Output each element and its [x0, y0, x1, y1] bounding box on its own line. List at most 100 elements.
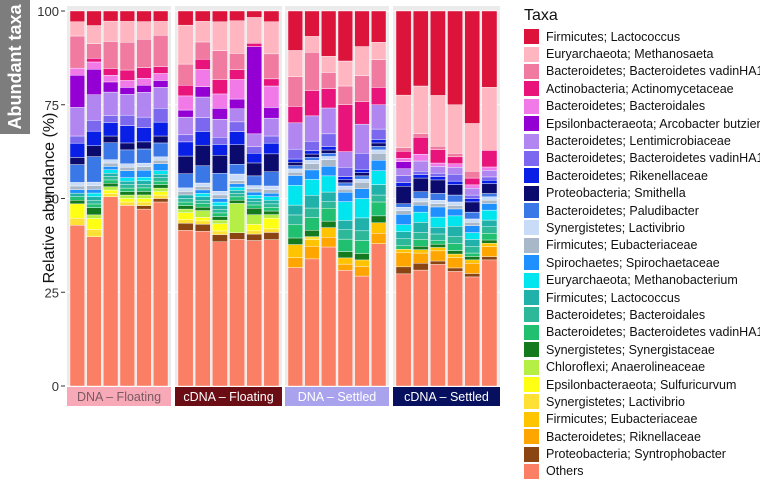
- bar-segment: [337, 220, 353, 230]
- bar-segment: [263, 207, 280, 212]
- bar-segment: [103, 74, 119, 83]
- bar-segment: [354, 172, 370, 177]
- bar-segment: [337, 185, 353, 190]
- bar-segment: [412, 205, 429, 213]
- bar-segment: [119, 191, 135, 196]
- bar-segment: [263, 107, 280, 119]
- bar-segment: [136, 184, 152, 189]
- bar-segment: [412, 177, 429, 192]
- bar-segment: [103, 176, 119, 181]
- bar-segment: [86, 203, 102, 208]
- bar-segment: [447, 104, 463, 154]
- facet-strip-label: DNA – Floating: [77, 390, 161, 404]
- bar-segment: [119, 205, 135, 387]
- bar-segment: [69, 142, 85, 158]
- bar-segment: [263, 142, 280, 155]
- bar-segment: [395, 214, 412, 225]
- bar-segment: [153, 80, 169, 88]
- bar-segment: [371, 201, 387, 217]
- bar-segment: [177, 85, 194, 97]
- bar-segment: [246, 185, 263, 190]
- bar-segment: [395, 245, 412, 250]
- bar-segment: [246, 153, 263, 164]
- bar-segment: [464, 252, 481, 257]
- bar-segment: [86, 25, 102, 44]
- legend-label: Firmicutes; Lactococcus: [546, 290, 681, 305]
- bar-segment: [194, 210, 211, 218]
- bar-segment: [229, 10, 245, 21]
- bar-segment: [136, 21, 152, 40]
- bar-segment: [153, 163, 169, 171]
- bar-segment: [395, 249, 412, 254]
- bar-segment: [354, 188, 370, 199]
- legend-swatch: [524, 81, 539, 97]
- bar-segment: [337, 10, 353, 62]
- bar-segment: [153, 66, 169, 74]
- bar-segment: [395, 175, 412, 183]
- bar-segment: [246, 233, 263, 241]
- bar-segment: [464, 198, 481, 203]
- bar-segment: [212, 194, 228, 199]
- bar-segment: [212, 201, 228, 206]
- legend-item: Firmicutes; Lactococcus: [518, 289, 758, 306]
- bar-segment: [304, 141, 320, 152]
- legend-label: Firmicutes; Lactococcus: [546, 29, 681, 44]
- bar-segment: [412, 211, 429, 223]
- bar-segment: [464, 256, 481, 261]
- bar-segment: [321, 201, 337, 209]
- bar-segment: [229, 173, 245, 181]
- bar-segment: [337, 192, 353, 202]
- bar-segment: [69, 200, 85, 205]
- bar-segment: [430, 162, 446, 167]
- bar-segment: [287, 148, 303, 160]
- bar-segment: [263, 189, 280, 194]
- bar-segment: [246, 43, 263, 47]
- bar-segment: [229, 193, 245, 198]
- legend-label: Actinobacteria; Actinomycetaceae: [546, 81, 734, 96]
- legend-swatch: [524, 29, 539, 45]
- bar-segment: [86, 43, 102, 59]
- bar-segment: [464, 177, 481, 186]
- bar-segment: [354, 175, 370, 180]
- bar-segment: [412, 239, 429, 247]
- bar-segment: [69, 189, 85, 194]
- bar-segment: [86, 130, 102, 146]
- bar-segment: [86, 196, 102, 201]
- bar-segment: [263, 85, 280, 108]
- bar-segment: [481, 180, 498, 184]
- bar-segment: [103, 81, 119, 93]
- bar-segment: [177, 155, 194, 174]
- bar-segment: [86, 61, 102, 70]
- bar-segment: [395, 150, 412, 159]
- bar-segment: [229, 180, 245, 185]
- bar-segment: [177, 95, 194, 111]
- bar-segment: [395, 10, 412, 96]
- bar-segment: [464, 218, 481, 223]
- bar-segment: [194, 86, 211, 98]
- bar-segment: [119, 184, 135, 189]
- bar-segment: [447, 184, 463, 196]
- bar-segment: [103, 142, 119, 160]
- legend-item: Proteobacteria; Smithella: [518, 185, 758, 202]
- bar-segment: [263, 171, 280, 187]
- bar-segment: [119, 170, 135, 178]
- bar-segment: [119, 125, 135, 144]
- bar-segment: [103, 162, 119, 167]
- bar-segment: [212, 198, 228, 203]
- bar-segment: [86, 218, 102, 230]
- y-tick-label: 0: [52, 379, 59, 394]
- bar-segment: [194, 58, 211, 70]
- bar-segment: [447, 201, 463, 206]
- bar-segment: [321, 207, 337, 222]
- legend-swatch: [524, 185, 539, 201]
- bar-segment: [321, 237, 337, 248]
- bar-segment: [212, 219, 228, 224]
- bar-segment: [395, 186, 412, 204]
- bar-segment: [229, 239, 245, 387]
- bar-segment: [246, 224, 263, 232]
- legend-swatch: [524, 290, 539, 306]
- facet-strip: [285, 387, 389, 406]
- bar-segment: [212, 118, 228, 138]
- bar-segment: [194, 10, 211, 22]
- bar-segment: [447, 10, 463, 105]
